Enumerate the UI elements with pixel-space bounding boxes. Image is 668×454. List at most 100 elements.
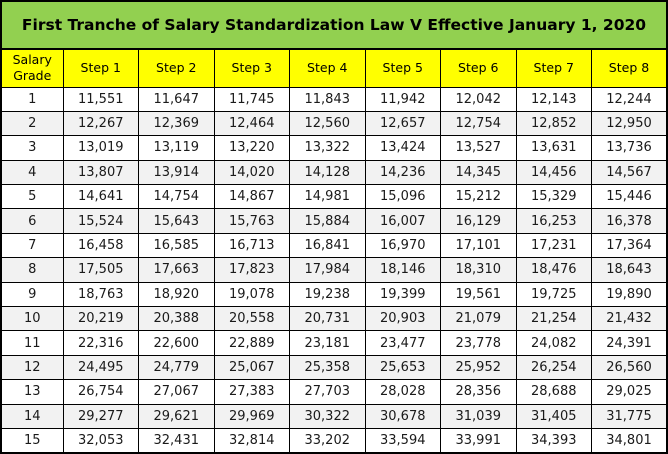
salary-cell: 20,219 <box>62 306 139 332</box>
column-header-step-3: Step 3 <box>213 48 290 88</box>
salary-cell: 14,981 <box>289 184 366 210</box>
salary-cell: 14,641 <box>62 184 139 210</box>
salary-cell: 19,399 <box>364 281 441 308</box>
salary-cell: 16,007 <box>364 208 441 234</box>
column-header-step-1: Step 1 <box>62 48 139 88</box>
salary-cell: 28,356 <box>440 379 517 405</box>
salary-cell: 18,920 <box>138 281 215 308</box>
salary-cell: 16,458 <box>62 232 139 259</box>
table-row: 6 15,524 15,643 15,763 15,884 16,007 16,129 16,… <box>0 208 668 234</box>
grade-cell: 6 <box>0 208 64 234</box>
salary-cell: 13,527 <box>440 135 517 161</box>
salary-cell: 20,903 <box>364 306 441 332</box>
salary-cell: 13,807 <box>62 159 139 186</box>
salary-cell: 19,890 <box>591 281 668 308</box>
salary-cell: 26,254 <box>515 354 592 381</box>
grade-cell: 15 <box>0 427 64 454</box>
salary-cell: 12,464 <box>213 110 290 137</box>
salary-cell: 12,267 <box>62 110 139 137</box>
salary-cell: 17,663 <box>138 257 215 283</box>
salary-cell: 18,310 <box>440 257 517 283</box>
salary-cell: 29,025 <box>591 379 668 405</box>
salary-cell: 25,952 <box>440 354 517 381</box>
salary-cell: 16,585 <box>138 232 215 259</box>
salary-cell: 21,432 <box>591 306 668 332</box>
salary-cell: 17,505 <box>62 257 139 283</box>
grade-cell: 1 <box>0 86 64 112</box>
salary-cell: 18,643 <box>591 257 668 283</box>
salary-cell: 17,101 <box>440 232 517 259</box>
table-row: 14 29,277 29,621 29,969 30,322 30,678 31,039 31… <box>0 403 668 429</box>
table-row: 8 17,505 17,663 17,823 17,984 18,146 18,310 18,… <box>0 257 668 283</box>
salary-cell: 14,456 <box>515 159 592 186</box>
table-row: 13 26,754 27,067 27,383 27,703 28,028 28,356 28… <box>0 379 668 405</box>
salary-cell: 12,754 <box>440 110 517 137</box>
table-row: 4 13,807 13,914 14,020 14,128 14,236 14,345 14,… <box>0 159 668 186</box>
salary-cell: 23,181 <box>289 330 366 356</box>
salary-cell: 23,778 <box>440 330 517 356</box>
salary-cell: 34,393 <box>515 427 592 454</box>
salary-cell: 14,345 <box>440 159 517 186</box>
salary-cell: 22,600 <box>138 330 215 356</box>
salary-cell: 33,202 <box>289 427 366 454</box>
grade-cell: 11 <box>0 330 64 356</box>
salary-cell: 29,277 <box>62 403 139 429</box>
table-row: 3 13,019 13,119 13,220 13,322 13,424 13,527 13,… <box>0 135 668 161</box>
salary-cell: 27,067 <box>138 379 215 405</box>
salary-cell: 15,329 <box>515 184 592 210</box>
salary-cell: 13,424 <box>364 135 441 161</box>
salary-cell: 15,524 <box>62 208 139 234</box>
salary-cell: 11,745 <box>213 86 290 112</box>
salary-cell: 32,431 <box>138 427 215 454</box>
column-header-step-4: Step 4 <box>289 48 366 88</box>
grade-cell: 7 <box>0 232 64 259</box>
salary-cell: 16,253 <box>515 208 592 234</box>
salary-cell: 28,028 <box>364 379 441 405</box>
salary-cell: 24,495 <box>62 354 139 381</box>
salary-cell: 15,884 <box>289 208 366 234</box>
salary-cell: 14,867 <box>213 184 290 210</box>
salary-cell: 15,763 <box>213 208 290 234</box>
grade-cell: 10 <box>0 306 64 332</box>
grade-cell: 9 <box>0 281 64 308</box>
salary-cell: 17,231 <box>515 232 592 259</box>
table-row: 15 32,053 32,431 32,814 33,202 33,594 33,991 34… <box>0 427 668 454</box>
grade-cell: 5 <box>0 184 64 210</box>
table-row: 1 11,551 11,647 11,745 11,843 11,942 12,042 12,… <box>0 86 668 112</box>
salary-cell: 31,039 <box>440 403 517 429</box>
salary-cell: 17,364 <box>591 232 668 259</box>
salary-cell: 16,970 <box>364 232 441 259</box>
salary-cell: 13,119 <box>138 135 215 161</box>
salary-cell: 25,067 <box>213 354 290 381</box>
grade-cell: 2 <box>0 110 64 137</box>
salary-cell: 12,950 <box>591 110 668 137</box>
salary-cell: 17,823 <box>213 257 290 283</box>
title-row: First Tranche of Salary Standardization … <box>0 0 668 50</box>
salary-cell: 31,775 <box>591 403 668 429</box>
salary-cell: 19,238 <box>289 281 366 308</box>
salary-cell: 30,322 <box>289 403 366 429</box>
salary-cell: 27,383 <box>213 379 290 405</box>
salary-cell: 15,212 <box>440 184 517 210</box>
column-header-step-8: Step 8 <box>591 48 668 88</box>
salary-cell: 33,594 <box>364 427 441 454</box>
grade-cell: 13 <box>0 379 64 405</box>
salary-cell: 29,969 <box>213 403 290 429</box>
salary-cell: 15,096 <box>364 184 441 210</box>
salary-cell: 25,653 <box>364 354 441 381</box>
salary-cell: 13,914 <box>138 159 215 186</box>
salary-cell: 20,388 <box>138 306 215 332</box>
salary-cell: 13,631 <box>515 135 592 161</box>
salary-cell: 15,446 <box>591 184 668 210</box>
salary-cell: 19,561 <box>440 281 517 308</box>
salary-cell: 21,079 <box>440 306 517 332</box>
column-header-salary-grade: Salary Grade <box>0 48 64 88</box>
salary-cell: 32,814 <box>213 427 290 454</box>
salary-cell: 12,852 <box>515 110 592 137</box>
salary-cell: 16,841 <box>289 232 366 259</box>
salary-cell: 14,236 <box>364 159 441 186</box>
table-row: 12 24,495 24,779 25,067 25,358 25,653 25,952 26… <box>0 354 668 381</box>
salary-cell: 14,754 <box>138 184 215 210</box>
salary-cell: 13,322 <box>289 135 366 161</box>
